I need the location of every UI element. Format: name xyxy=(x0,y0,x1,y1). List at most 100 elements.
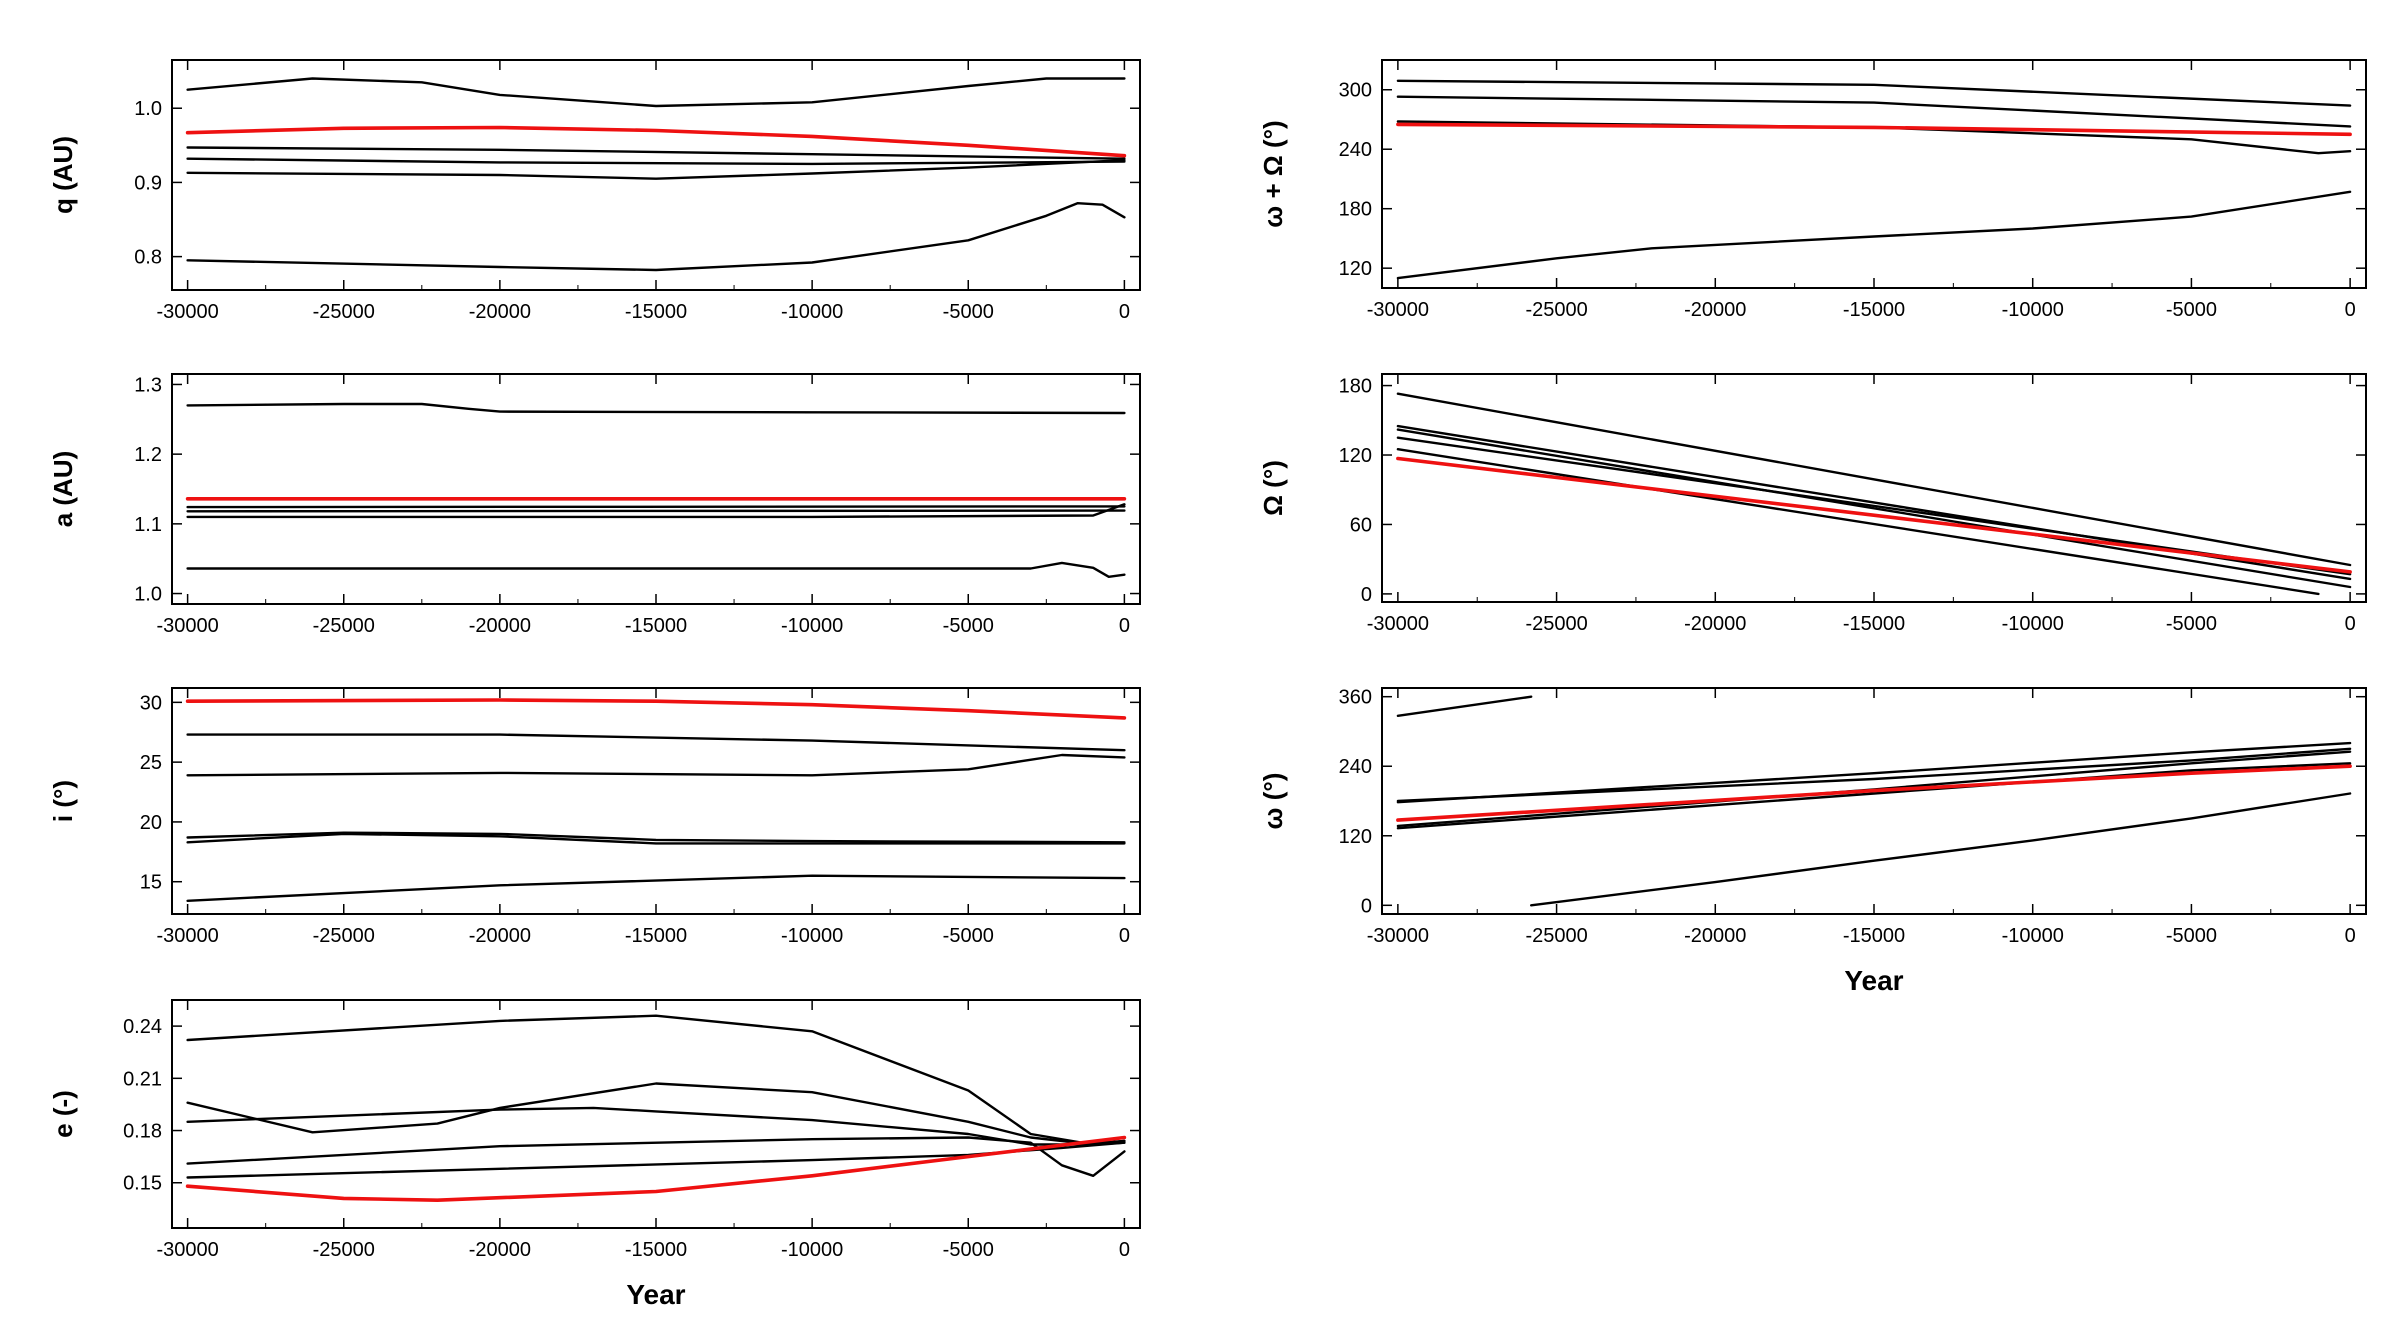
series-line-red xyxy=(185,125,1127,158)
x-tick-label: -30000 xyxy=(156,301,218,323)
series-line-red xyxy=(1396,456,2352,574)
x-tick-label: -20000 xyxy=(1684,299,1746,321)
x-tick-label: -25000 xyxy=(313,301,375,323)
panel-a: -30000 -25000 -20000 -15000 -10000 -5000 0 1.0 1… xyxy=(48,373,1141,637)
series-group xyxy=(1396,79,2352,280)
x-tick-label: -25000 xyxy=(1525,925,1587,947)
y-tick-label: 360 xyxy=(1339,687,1372,709)
x-tick-label: -15000 xyxy=(625,925,687,947)
series-line-black xyxy=(1396,750,2352,828)
x-tick-label: -10000 xyxy=(2002,925,2064,947)
y-axis-label: ω (°) xyxy=(1258,773,1288,830)
series-line-red xyxy=(185,1135,1127,1202)
x-tick-label: -15000 xyxy=(1843,299,1905,321)
x-tick-label: -15000 xyxy=(1843,613,1905,635)
x-tick-label: -10000 xyxy=(2002,613,2064,635)
series-line-black xyxy=(186,402,1126,415)
x-tick-label: -15000 xyxy=(1843,925,1905,947)
x-tick-label: -5000 xyxy=(943,1239,994,1261)
y-axis-label: ω + Ω (°) xyxy=(1258,120,1288,227)
x-tick-label: -10000 xyxy=(781,925,843,947)
y-tick-label: 180 xyxy=(1339,199,1372,221)
y-tick-label: 1.0 xyxy=(134,98,162,120)
y-tick-label: 20 xyxy=(140,812,162,834)
series-line-black xyxy=(1396,448,2320,596)
x-tick-label: -5000 xyxy=(943,925,994,947)
series-group xyxy=(185,1014,1127,1202)
x-tick-label: 0 xyxy=(1119,615,1130,637)
plot-frame xyxy=(171,999,1141,1229)
series-line-black xyxy=(1396,695,1533,717)
y-tick-label: 1.3 xyxy=(134,374,162,396)
y-tick-label: 120 xyxy=(1339,826,1372,848)
series-line-black xyxy=(1396,741,2352,804)
series-line-black xyxy=(186,831,1126,844)
y-axis-label: Ω (°) xyxy=(1258,460,1288,516)
panel-i: -30000 -25000 -20000 -15000 -10000 -5000 0 15 20… xyxy=(48,687,1141,947)
y-tick-label: 120 xyxy=(1339,258,1372,280)
x-tick-label: 0 xyxy=(1119,925,1130,947)
series-line-black xyxy=(186,509,1126,513)
x-tick-label: -15000 xyxy=(625,301,687,323)
x-axis-label: Year xyxy=(1844,965,1903,996)
panel-varpi: -30000 -25000 -20000 -15000 -10000 -5000 0 120 1… xyxy=(1258,59,2367,321)
series-line-black xyxy=(186,201,1126,272)
x-tick-label: 0 xyxy=(2345,613,2356,635)
y-tick-label: 1.1 xyxy=(134,514,162,536)
x-tick-label: -20000 xyxy=(1684,925,1746,947)
x-tick-label: -5000 xyxy=(943,615,994,637)
x-tick-label: -20000 xyxy=(469,1239,531,1261)
x-tick-label: -5000 xyxy=(2166,613,2217,635)
series-line-black xyxy=(186,753,1126,777)
series-group xyxy=(185,77,1127,272)
x-tick-label: -25000 xyxy=(313,1239,375,1261)
x-tick-label: 0 xyxy=(2345,299,2356,321)
series-line-red xyxy=(1396,122,2352,137)
x-tick-label: -5000 xyxy=(943,301,994,323)
x-tick-label: -30000 xyxy=(1367,925,1429,947)
series-group xyxy=(1396,695,2352,907)
x-tick-label: 0 xyxy=(1119,1239,1130,1261)
x-tick-label: -30000 xyxy=(156,925,218,947)
panel-q: -30000 -25000 -20000 -15000 -10000 -5000 0 0.8 0… xyxy=(48,59,1141,323)
series-line-black xyxy=(186,561,1126,578)
y-tick-label: 15 xyxy=(140,872,162,894)
x-tick-label: -15000 xyxy=(625,615,687,637)
y-axis-label: q (AU) xyxy=(48,136,78,214)
panel-e: -30000 -25000 -20000 -15000 -10000 -5000 0 0.15… xyxy=(48,999,1141,1310)
y-tick-label: 25 xyxy=(140,752,162,774)
x-tick-label: -20000 xyxy=(469,925,531,947)
x-tick-label: 0 xyxy=(2345,925,2356,947)
x-tick-label: -30000 xyxy=(1367,299,1429,321)
y-tick-label: 1.2 xyxy=(134,444,162,466)
y-tick-label: 240 xyxy=(1339,756,1372,778)
y-tick-label: 0.15 xyxy=(123,1173,162,1195)
series-line-black xyxy=(186,1141,1126,1179)
series-line-black xyxy=(186,1082,1126,1146)
x-tick-label: -25000 xyxy=(313,925,375,947)
series-line-black xyxy=(186,733,1126,752)
series-line-black xyxy=(1396,190,2352,280)
y-tick-label: 0.18 xyxy=(123,1121,162,1143)
series-line-black xyxy=(186,503,1126,519)
x-tick-label: -20000 xyxy=(469,615,531,637)
series-line-black xyxy=(186,874,1126,902)
y-tick-label: 300 xyxy=(1339,80,1372,102)
x-tick-label: -15000 xyxy=(625,1239,687,1261)
series-line-black xyxy=(1396,79,2352,107)
y-tick-label: 60 xyxy=(1350,514,1372,536)
x-tick-label: -25000 xyxy=(313,615,375,637)
y-tick-label: 240 xyxy=(1339,139,1372,161)
panel-Omega: -30000 -25000 -20000 -15000 -10000 -5000 0 0 60 1… xyxy=(1258,373,2367,635)
x-tick-label: -30000 xyxy=(1367,613,1429,635)
series-group xyxy=(185,698,1127,902)
series-line-red xyxy=(185,698,1127,720)
x-tick-label: -10000 xyxy=(781,301,843,323)
plot-frame xyxy=(1381,373,2367,603)
series-line-red xyxy=(1396,764,2352,822)
series-line-black xyxy=(186,157,1126,166)
y-axis-label: a (AU) xyxy=(48,451,78,528)
series-group xyxy=(185,402,1127,578)
series-line-black xyxy=(186,505,1126,509)
y-tick-label: 120 xyxy=(1339,445,1372,467)
